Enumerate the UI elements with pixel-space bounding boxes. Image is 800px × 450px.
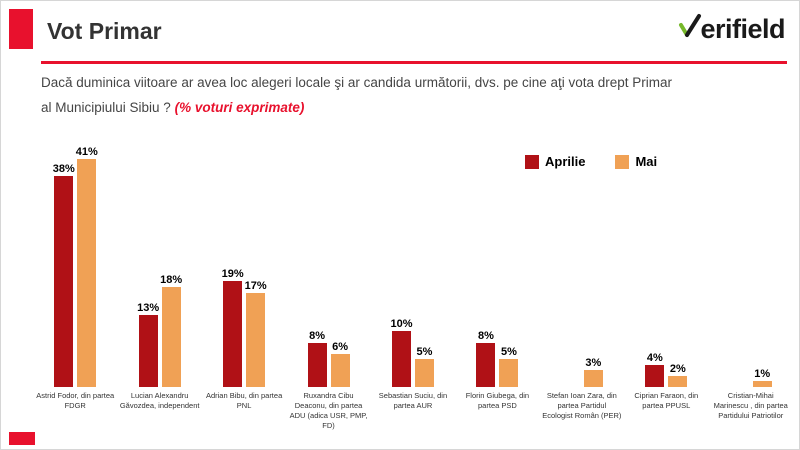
bar-group: 8% 6% Ruxandra Cibu Deaconu, din partea AD…: [286, 129, 370, 432]
category-label: Stefan Ioan Zara, din partea Partidul Ec…: [542, 391, 622, 421]
question-line2: al Municipiului Sibiu ?: [41, 99, 171, 115]
bar-pair: 38% 41%: [52, 129, 98, 387]
legend-label-mai: Mai: [635, 154, 658, 169]
bar-slot: 18%: [160, 274, 183, 387]
category-label: Ciprian Faraon, din partea PPUSL: [634, 391, 699, 411]
bar-value-label: 18%: [160, 274, 183, 286]
bar-group: 3% Stefan Ioan Zara, din partea Partidul …: [540, 129, 624, 432]
title-rule: [41, 61, 787, 64]
logo-text: erifield: [700, 14, 785, 44]
bar-value-label: 41%: [75, 146, 98, 158]
bar-pair: 3%: [560, 129, 604, 387]
bar-mai: [499, 359, 519, 387]
legend-swatch-mai: [615, 154, 630, 169]
bar-slot: 6%: [330, 341, 351, 387]
verifield-check-icon: [678, 13, 702, 46]
question-line1: Dacă duminica viitoare ar avea loc alege…: [41, 75, 673, 90]
bar-value-label: 6%: [332, 341, 348, 353]
bar-value-label: 19%: [221, 268, 244, 280]
bar-group: 4% 2% Ciprian Faraon, din partea PPUSL: [624, 129, 708, 432]
bar-pair: 19% 17%: [221, 129, 267, 387]
bar-slot: 13%: [137, 302, 160, 387]
bar-mai: [330, 354, 350, 387]
header-accent-bar: [9, 9, 33, 49]
bar-value-label: 8%: [477, 330, 494, 342]
question-text: Dacă duminica viitoare ar avea loc alege…: [41, 71, 769, 121]
bar-slot: 8%: [475, 330, 496, 387]
bar-slot: 5%: [414, 346, 435, 387]
bar-mai: [583, 370, 603, 387]
bar-aprilie: [223, 281, 243, 387]
legend-item-aprilie: Aprilie: [525, 154, 585, 169]
bar-mai: [161, 287, 181, 387]
category-label: Adrian Bibu, din partea PNL: [205, 391, 283, 411]
category-label: Sebastian Suciu, din partea AUR: [378, 391, 448, 411]
bar-value-label: 4%: [646, 352, 663, 364]
bar-pair: 8% 5%: [475, 129, 519, 387]
bar-value-label: 38%: [52, 163, 75, 175]
bar-slot: 38%: [52, 163, 75, 387]
bar-group: 1% Cristian-Mihai Marinescu , din partea …: [709, 129, 793, 432]
bar-slot: 5%: [498, 346, 519, 387]
bar-slot: 1%: [752, 368, 773, 387]
bar-value-label: 2%: [669, 363, 686, 375]
bar-slot: 4%: [644, 352, 665, 387]
legend: Aprilie Mai: [525, 154, 657, 169]
bar-value-label: 3%: [585, 357, 602, 369]
bar-value-label: 1%: [754, 368, 771, 380]
legend-label-aprilie: Aprilie: [545, 154, 586, 169]
bar-group: 13% 18% Lucian Alexandru Găvozdea, indepen…: [117, 129, 201, 432]
bar-value-label: 8%: [309, 330, 325, 342]
bar-group: 19% 17% Adrian Bibu, din partea PNL: [202, 129, 286, 432]
bar-pair: 1%: [729, 129, 773, 387]
bar-group: 38% 41% Astrid Fodor, din partea FDGR: [33, 129, 117, 432]
bar-mai: [752, 381, 772, 387]
bar-mai: [414, 359, 434, 387]
category-label: Florin Giubega, din partea PSD: [465, 391, 530, 411]
verifield-logo: erifield: [678, 13, 785, 46]
bar-aprilie: [138, 315, 158, 387]
bar-value-label: 13%: [137, 302, 160, 314]
bar-slot: 41%: [75, 146, 98, 387]
bar-pair: 13% 18%: [137, 129, 183, 387]
bar-slot: 2%: [667, 363, 688, 387]
bar-value-label: 5%: [416, 346, 433, 358]
page-title: Vot Primar: [47, 18, 162, 44]
bar-slot: 17%: [244, 280, 267, 387]
bar-group: 10% 5% Sebastian Suciu, din partea AUR: [371, 129, 455, 432]
footer-accent-bar: [9, 432, 35, 445]
bar-aprilie: [307, 343, 327, 387]
bar-aprilie: [391, 331, 411, 387]
bar-value-label: 17%: [244, 280, 267, 292]
bar-pair: 8% 6%: [307, 129, 351, 387]
bar-aprilie: [645, 365, 665, 387]
legend-swatch-aprilie: [525, 154, 539, 169]
bar-slot: 19%: [221, 268, 244, 387]
bar-mai: [246, 293, 266, 387]
bar-mai: [668, 376, 688, 387]
category-label: Ruxandra Cibu Deaconu, din partea ADU (a…: [289, 391, 368, 431]
bar-value-label: 5%: [500, 346, 517, 358]
legend-item-mai: Mai: [615, 154, 657, 169]
bar-mai: [77, 159, 97, 387]
bar-slot: 8%: [307, 330, 328, 387]
bar-aprilie: [54, 176, 74, 387]
bar-chart: 38% 41% Astrid Fodor, din partea FDGR 13% 18…: [33, 129, 793, 432]
bar-pair: 10% 5%: [390, 129, 435, 387]
bar-value-label: 10%: [390, 318, 413, 330]
bar-pair: 4% 2%: [644, 129, 688, 387]
question-line2-row: al Municipiului Sibiu ? (% voturi exprim…: [41, 96, 769, 121]
category-label: Lucian Alexandru Găvozdea, independent: [119, 391, 200, 411]
category-label: Astrid Fodor, din partea FDGR: [36, 391, 115, 411]
bar-slot: 3%: [583, 357, 604, 387]
bar-aprilie: [476, 343, 496, 387]
bar-group: 8% 5% Florin Giubega, din partea PSD: [455, 129, 539, 432]
category-label: Cristian-Mihai Marinescu , din partea Pa…: [713, 391, 788, 421]
bar-slot: 10%: [390, 318, 413, 387]
question-highlight: (% voturi exprimate): [174, 99, 305, 115]
